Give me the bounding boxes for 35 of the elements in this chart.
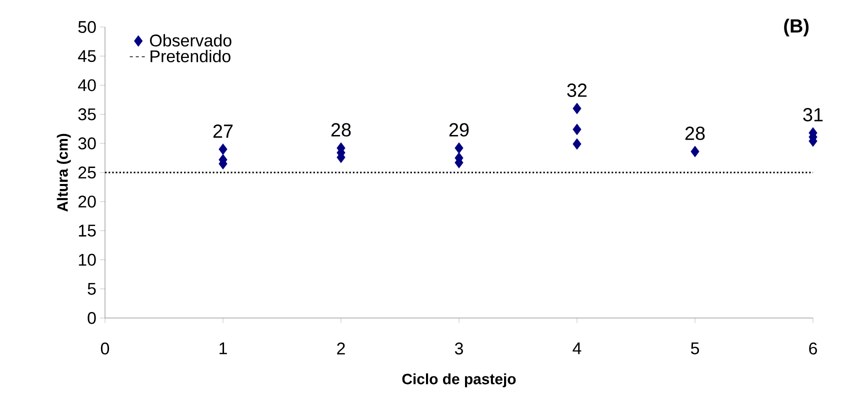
y-tick-label: 20 — [78, 196, 96, 208]
x-tick-label: 0 — [100, 342, 110, 355]
y-tick-label: 25 — [78, 166, 96, 179]
x-tick-label: 6 — [809, 342, 817, 355]
y-tick-label: 30 — [78, 137, 96, 150]
y-tick-label: 50 — [78, 21, 96, 34]
legend-label: Pretendido — [150, 50, 230, 62]
annotation: 29 — [449, 123, 469, 137]
y-tick-label: 40 — [78, 79, 96, 92]
annotation: 31 — [803, 108, 823, 122]
x-tick-label: 5 — [690, 342, 699, 354]
y-tick-label: 35 — [78, 108, 96, 120]
y-tick-label: 15 — [78, 224, 96, 237]
point — [572, 124, 582, 136]
y-tick-label: 5 — [88, 282, 96, 295]
x-tick-label: 4 — [572, 342, 582, 354]
y-axis-title: Altura (cm) — [56, 134, 71, 212]
x-tick-label: 3 — [454, 342, 463, 355]
y-tick-label: 10 — [78, 254, 96, 266]
legend-label: Observado — [150, 34, 232, 47]
y-tick-label: 0 — [88, 312, 96, 324]
annotation: 28 — [685, 126, 705, 140]
point — [690, 146, 700, 158]
point — [454, 142, 464, 154]
annotation: 28 — [331, 123, 351, 137]
annotation: 27 — [213, 124, 233, 138]
annotation: 32 — [567, 84, 587, 97]
y-tick-label: 45 — [78, 50, 96, 62]
point — [218, 144, 228, 155]
x-axis-title: Ciclo de pastejo — [402, 373, 516, 388]
x-tick-label: 1 — [220, 342, 227, 354]
point — [572, 138, 582, 150]
x-tick-label: 2 — [337, 342, 345, 354]
chart-title: (B) — [784, 18, 809, 36]
point — [572, 102, 582, 114]
